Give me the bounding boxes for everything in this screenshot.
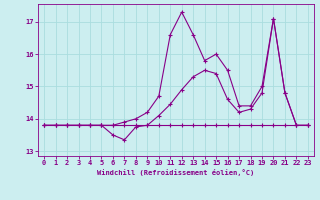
X-axis label: Windchill (Refroidissement éolien,°C): Windchill (Refroidissement éolien,°C): [97, 169, 255, 176]
